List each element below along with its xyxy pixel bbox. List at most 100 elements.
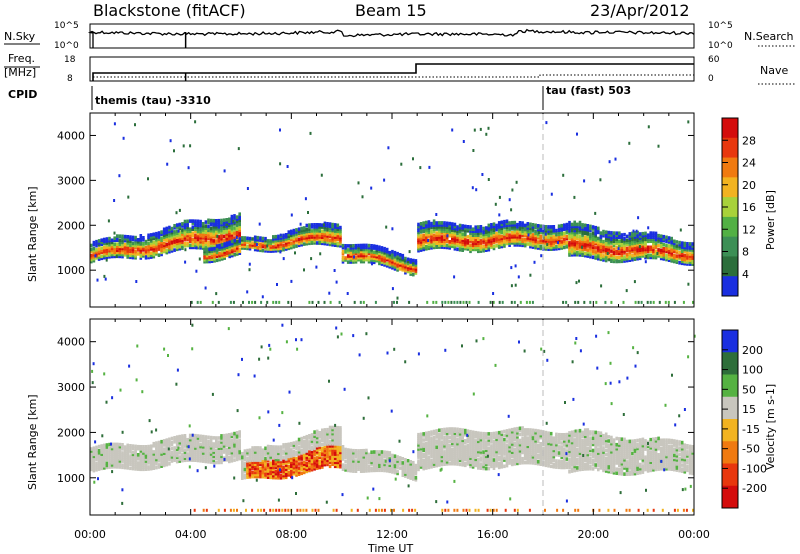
power-cell [300,242,303,247]
velocity-cell [492,441,496,446]
velocity-cell [103,453,106,458]
power-cell [191,237,195,242]
velocity-cell [458,456,462,461]
velocity-cell [425,445,428,450]
power-cell [641,242,645,246]
power-cell [168,225,171,230]
velocity-cell [404,470,407,474]
power-cell [136,238,140,242]
power-cell [118,244,122,249]
power-cell [406,267,410,272]
power-cell [139,238,143,242]
velocity-cell [199,454,202,459]
velocity-cell [241,474,244,478]
power-cell [604,232,608,236]
power-cell [349,250,353,254]
power-cell [547,245,550,249]
power-cell [210,247,214,251]
velocity-cell [170,446,174,451]
velocity-cell [430,454,433,459]
velocity-cell [201,438,205,443]
velocity-cell [152,464,156,468]
velocity-cell [321,442,324,447]
power-cell [458,235,462,240]
velocity-cell [134,452,137,457]
power-cell [365,247,368,252]
velocity-cell [341,453,345,457]
power-cell [620,237,624,241]
power-cell [557,230,561,235]
power-cell [225,253,229,258]
velocity-cell [220,442,223,446]
velocity-cell [217,444,221,448]
velocity-cell [157,455,161,459]
power-cell [667,250,671,254]
power-cell [430,235,433,240]
velocity-cell [160,448,163,452]
velocity-cell [136,461,140,465]
velocity-cell [305,465,309,470]
velocity-cell [469,429,472,434]
power-cell [583,235,587,240]
power-cell [155,250,158,254]
velocity-cell [417,453,420,457]
velocity-cell [393,464,397,469]
power-cell [644,239,647,244]
power-cell [315,235,319,239]
velocity-cell [126,443,129,448]
power-cell [212,227,215,231]
velocity-cell [302,462,306,466]
velocity-cell [110,461,114,465]
power-cell [539,246,543,251]
velocity-cell [147,455,150,459]
power-cell [92,240,96,245]
power-cell [633,231,637,235]
velocity-cell [191,452,195,456]
power-cell [385,249,389,254]
power-cell [652,249,655,254]
velocity-cell [318,453,321,458]
power-cell [352,246,355,250]
velocity-cell [300,457,303,461]
power-cell [539,228,543,233]
power-cell [230,237,234,241]
power-nearrange-cell [311,300,314,304]
velocity-cell [297,437,301,442]
velocity-cell [479,448,483,452]
velocity-cell [383,458,386,463]
velocity-cell [300,461,303,465]
power-cell [326,222,329,226]
power-cell [631,243,634,248]
power-nearrange-cell [447,300,450,304]
power-cell [547,247,550,251]
power-cell [448,233,451,238]
power-cell [680,245,684,249]
power-cell [432,239,436,244]
power-cell [534,245,537,250]
velocity-cell [222,444,226,448]
velocity-cell [108,461,111,465]
velocity-cell [458,440,462,444]
velocity-cell [284,459,288,463]
velocity-cell [326,434,329,438]
power-cell [108,242,111,247]
velocity-cell [430,450,433,455]
power-cell [430,237,433,242]
power-cell [108,244,111,249]
power-cell [404,256,407,261]
velocity-cell [147,446,150,451]
power-cell [644,249,647,254]
power-cell [215,225,218,229]
power-cell [492,234,496,239]
velocity-cell [142,445,145,449]
power-cell [552,247,556,251]
power-cell [292,234,296,239]
power-cell [228,225,231,230]
velocity-cell [474,430,477,435]
power-cell [223,254,226,258]
power-cell [217,225,221,229]
power-cell [277,240,280,245]
velocity-cell [238,442,241,447]
velocity-cell [199,434,202,439]
velocity-cell [279,455,283,460]
